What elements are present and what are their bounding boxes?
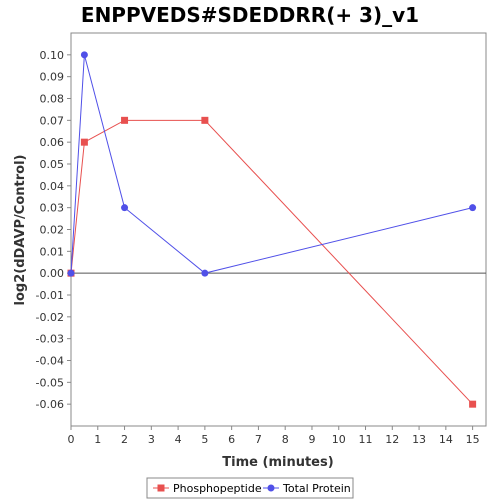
data-point-square (80, 138, 88, 146)
x-tick-label: 11 (359, 433, 373, 446)
y-tick-label: 0.05 (40, 158, 65, 171)
x-tick-label: 12 (385, 433, 399, 446)
x-tick-label: 8 (282, 433, 289, 446)
data-point-square (121, 116, 129, 124)
y-tick-label: 0.09 (40, 71, 65, 84)
x-tick-label: 3 (148, 433, 155, 446)
y-tick-label: 0.03 (40, 202, 65, 215)
x-tick-label: 15 (466, 433, 480, 446)
series-layer (67, 51, 477, 408)
y-tick-label: 0.06 (40, 136, 65, 149)
y-tick-label: 0.02 (40, 224, 65, 237)
x-tick-label: 6 (228, 433, 235, 446)
y-tick-label: -0.04 (36, 355, 64, 368)
x-axis: 0 1 2 3 4 5 6 7 8 9 10 11 12 13 14 15 (68, 426, 480, 446)
x-tick-label: 14 (439, 433, 453, 446)
y-tick-label: 0.01 (40, 245, 65, 258)
x-tick-label: 2 (121, 433, 128, 446)
x-tick-label: 10 (332, 433, 346, 446)
data-point-circle (67, 269, 75, 277)
legend-label: Phosphopeptide (173, 482, 262, 495)
y-tick-label: 0.04 (40, 180, 65, 193)
data-point-circle (469, 204, 477, 212)
y-axis: 0.10 0.09 0.08 0.07 0.06 0.05 0.04 0.03 0.02 0.01… (36, 49, 71, 411)
x-tick-label: 1 (94, 433, 101, 446)
data-point-circle (121, 204, 129, 212)
legend-label: Total Protein (282, 482, 351, 495)
y-tick-label: 0.07 (40, 114, 65, 127)
y-tick-label: -0.03 (36, 333, 64, 346)
x-tick-label: 5 (201, 433, 208, 446)
y-axis-title: log2(dDAVP/Control) (13, 155, 28, 306)
x-tick-label: 0 (68, 433, 75, 446)
data-point-square (201, 116, 209, 124)
legend-swatch-circle (267, 484, 275, 492)
data-point-circle (201, 269, 209, 277)
data-point-circle (80, 51, 88, 59)
x-axis-title: Time (minutes) (222, 455, 333, 470)
y-tick-label: 0.08 (40, 93, 65, 106)
legend-box (146, 477, 354, 499)
y-tick-label: -0.02 (36, 311, 64, 324)
x-tick-label: 13 (412, 433, 426, 446)
chart-title: ENPPVEDS#SDEDDRR(+ 3)_v1 (81, 3, 419, 27)
y-tick-label: -0.05 (36, 376, 64, 389)
x-tick-label: 4 (175, 433, 182, 446)
legend-swatch-square (157, 484, 165, 492)
x-tick-label: 7 (255, 433, 262, 446)
y-tick-label: -0.06 (36, 398, 64, 411)
data-point-square (469, 400, 477, 408)
legend: Phosphopeptide Total Protein (146, 477, 354, 499)
y-tick-label: 0.00 (40, 267, 65, 280)
plot-area (70, 32, 487, 427)
y-tick-label: 0.10 (40, 49, 65, 62)
x-tick-label: 9 (308, 433, 315, 446)
y-tick-label: -0.01 (36, 289, 64, 302)
